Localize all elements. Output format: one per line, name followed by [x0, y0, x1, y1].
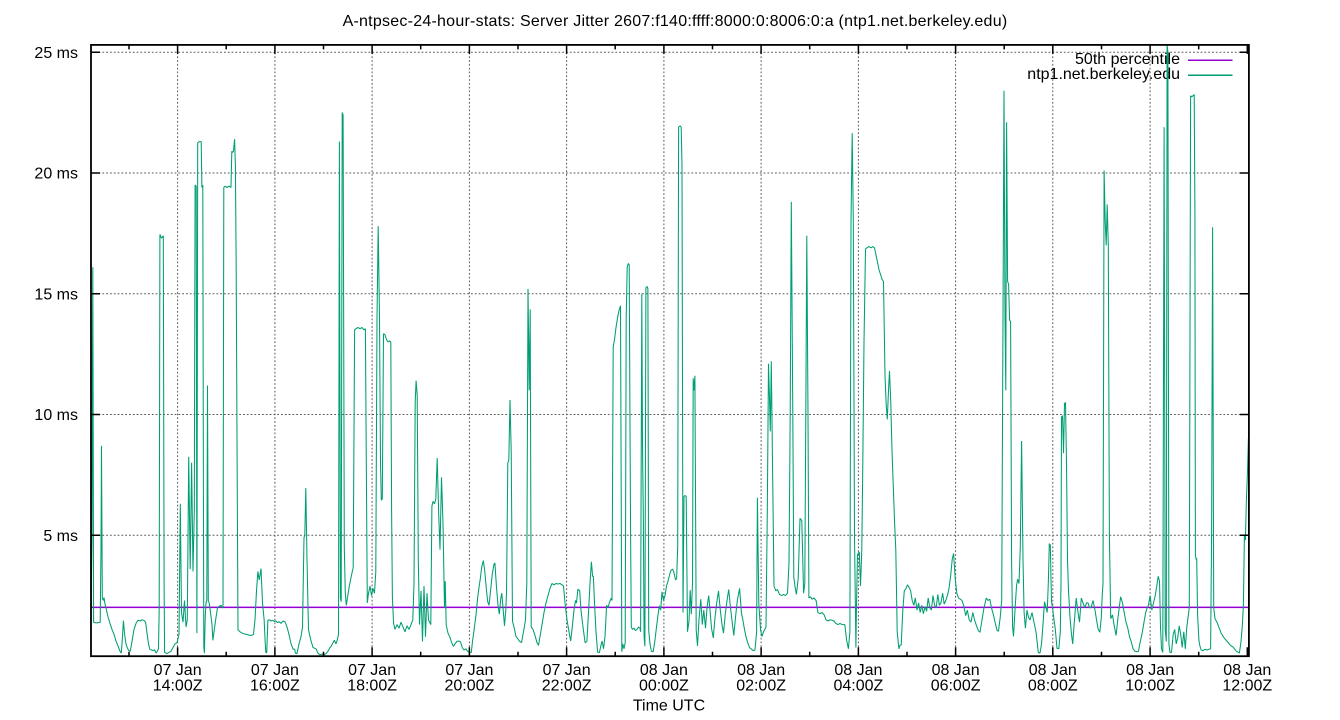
- svg-text:08 Jan: 08 Jan: [737, 662, 785, 679]
- svg-text:20:00Z: 20:00Z: [444, 678, 494, 695]
- svg-text:ntp1.net.berkeley.edu: ntp1.net.berkeley.edu: [1027, 66, 1180, 83]
- svg-text:5 ms: 5 ms: [43, 528, 78, 545]
- svg-text:20 ms: 20 ms: [34, 166, 78, 183]
- svg-text:12:00Z: 12:00Z: [1222, 678, 1272, 695]
- svg-text:07 Jan: 07 Jan: [154, 662, 202, 679]
- svg-text:Time UTC: Time UTC: [633, 698, 705, 715]
- svg-text:A-ntpsec-24-hour-stats: Server: A-ntpsec-24-hour-stats: Server Jitter 26…: [343, 13, 1008, 30]
- svg-text:07 Jan: 07 Jan: [251, 662, 299, 679]
- svg-text:00:00Z: 00:00Z: [639, 678, 689, 695]
- svg-text:08 Jan: 08 Jan: [1029, 662, 1077, 679]
- svg-text:15 ms: 15 ms: [34, 286, 78, 303]
- svg-text:08 Jan: 08 Jan: [1223, 662, 1271, 679]
- svg-text:08 Jan: 08 Jan: [834, 662, 882, 679]
- svg-text:25 ms: 25 ms: [34, 45, 78, 62]
- svg-text:08:00Z: 08:00Z: [1028, 678, 1078, 695]
- svg-text:07 Jan: 07 Jan: [543, 662, 591, 679]
- svg-text:08 Jan: 08 Jan: [932, 662, 980, 679]
- svg-text:08 Jan: 08 Jan: [640, 662, 688, 679]
- svg-text:16:00Z: 16:00Z: [250, 678, 300, 695]
- svg-text:14:00Z: 14:00Z: [153, 678, 203, 695]
- svg-text:22:00Z: 22:00Z: [542, 678, 592, 695]
- svg-text:10:00Z: 10:00Z: [1125, 678, 1175, 695]
- svg-text:10 ms: 10 ms: [34, 407, 78, 424]
- svg-text:06:00Z: 06:00Z: [931, 678, 981, 695]
- svg-text:50th percentile: 50th percentile: [1075, 51, 1180, 68]
- svg-text:07 Jan: 07 Jan: [348, 662, 396, 679]
- svg-text:18:00Z: 18:00Z: [347, 678, 397, 695]
- svg-text:04:00Z: 04:00Z: [833, 678, 883, 695]
- svg-text:07 Jan: 07 Jan: [445, 662, 493, 679]
- svg-text:02:00Z: 02:00Z: [736, 678, 786, 695]
- svg-text:08 Jan: 08 Jan: [1126, 662, 1174, 679]
